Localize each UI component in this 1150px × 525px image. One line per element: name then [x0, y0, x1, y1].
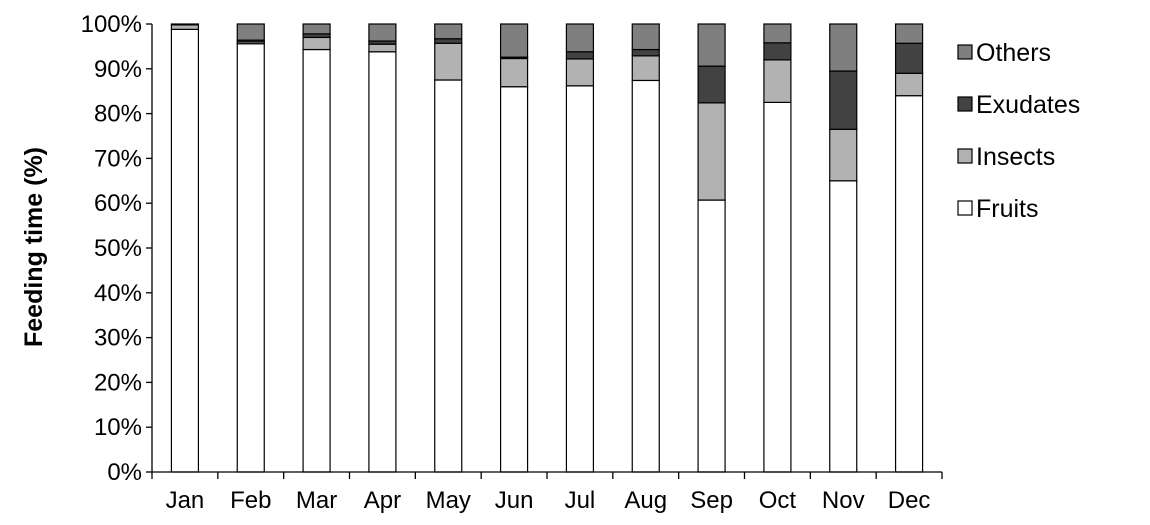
bar-insects-aug — [631, 55, 660, 82]
y-tick-label: 80% — [94, 101, 142, 128]
y-axis-ticks — [146, 23, 152, 473]
legend-swatch-fruits — [957, 200, 973, 216]
bar-exudates-aug — [631, 48, 660, 57]
bar-exudates-may — [434, 38, 463, 44]
bar-fruits-jun — [499, 86, 529, 473]
bar-others-jan — [170, 23, 200, 26]
legend-label-insects: Insects — [976, 143, 1055, 171]
y-axis-title: Feeding time (%) — [20, 147, 48, 347]
bar-others-aug — [631, 23, 660, 51]
legend: Others Exudates Insects Fruits — [957, 39, 1080, 223]
bar-insects-jan — [170, 24, 200, 30]
x-tick-label-apr: Apr — [364, 487, 401, 514]
bar-others-apr — [368, 23, 397, 42]
y-axis-tick-labels: 0% 10% 20% 30% 40% 50% 60% 70% 80% 90% 100% — [81, 11, 142, 486]
x-axis-ticks — [151, 472, 943, 479]
y-tick-label: 100% — [81, 11, 142, 38]
bar-stack-jan — [170, 23, 200, 473]
bar-stack-apr — [368, 23, 397, 473]
bar-fruits-feb — [236, 43, 265, 473]
bar-insects-oct — [763, 59, 792, 104]
bars — [170, 23, 924, 473]
x-tick-label-jun: Jun — [495, 487, 534, 514]
bar-exudates-jul — [565, 51, 595, 60]
bar-others-jun — [499, 23, 529, 58]
bar-others-dec — [894, 23, 924, 44]
bar-insects-jul — [565, 58, 595, 87]
bar-stack-mar — [302, 23, 331, 473]
bar-insects-apr — [368, 43, 397, 53]
bar-others-jul — [565, 23, 595, 53]
bar-insects-nov — [829, 128, 858, 182]
x-tick-label-jul: Jul — [565, 487, 596, 514]
x-tick-label-aug: Aug — [624, 487, 667, 514]
bar-fruits-aug — [631, 79, 660, 473]
bar-exudates-sep — [697, 65, 726, 104]
bar-stack-jul — [565, 23, 595, 473]
y-tick-label: 40% — [94, 280, 142, 307]
legend-swatch-others — [957, 44, 973, 60]
bar-stack-may — [434, 23, 463, 473]
bar-others-sep — [697, 23, 726, 67]
x-tick-label-dec: Dec — [888, 487, 931, 514]
y-tick-label: 10% — [94, 414, 142, 441]
bar-fruits-nov — [829, 180, 858, 473]
bar-stack-jun — [499, 23, 529, 473]
bar-insects-may — [434, 42, 463, 81]
bar-fruits-may — [434, 79, 463, 473]
bar-others-nov — [829, 23, 858, 72]
bar-fruits-sep — [697, 199, 726, 473]
bar-fruits-jul — [565, 85, 595, 473]
x-tick-label-mar: Mar — [296, 487, 337, 514]
legend-label-fruits: Fruits — [976, 195, 1039, 223]
x-tick-label-sep: Sep — [690, 487, 733, 514]
y-tick-label: 50% — [94, 235, 142, 262]
bar-stack-feb — [236, 23, 265, 473]
y-tick-label: 30% — [94, 325, 142, 352]
bar-fruits-apr — [368, 51, 397, 473]
bar-fruits-mar — [302, 48, 331, 473]
bar-others-oct — [763, 23, 792, 44]
x-tick-label-jan: Jan — [166, 487, 205, 514]
legend-label-exudates: Exudates — [976, 91, 1080, 119]
y-tick-label: 70% — [94, 145, 142, 172]
bar-others-may — [434, 23, 463, 40]
legend-label-others: Others — [976, 39, 1051, 67]
bar-stack-nov — [829, 23, 858, 473]
x-tick-label-nov: Nov — [822, 487, 865, 514]
bar-insects-mar — [302, 36, 331, 51]
bar-stack-dec — [894, 23, 924, 473]
bar-insects-sep — [697, 102, 726, 201]
legend-swatch-exudates — [957, 96, 973, 112]
bar-insects-jun — [499, 57, 529, 88]
x-tick-label-oct: Oct — [759, 487, 797, 514]
bar-others-mar — [302, 23, 331, 35]
x-axis-tick-labels: Jan Feb Mar Apr May Jun Jul Aug Sep Oct Nov Dec — [166, 487, 931, 514]
bar-fruits-jan — [170, 28, 200, 473]
bar-exudates-dec — [894, 42, 924, 74]
legend-swatch-insects — [957, 148, 973, 164]
bar-stack-oct — [763, 23, 792, 473]
bar-fruits-oct — [763, 101, 792, 473]
bar-stack-sep — [697, 23, 726, 473]
y-tick-label: 60% — [94, 190, 142, 217]
bar-exudates-nov — [829, 70, 858, 130]
bar-exudates-oct — [763, 42, 792, 61]
bar-others-feb — [236, 23, 265, 41]
x-tick-label-may: May — [426, 487, 471, 514]
bar-insects-dec — [894, 72, 924, 97]
bar-fruits-dec — [894, 95, 924, 473]
y-tick-label: 20% — [94, 369, 142, 396]
bar-stack-aug — [631, 23, 660, 473]
y-tick-label: 90% — [94, 56, 142, 83]
x-tick-label-feb: Feb — [230, 487, 271, 514]
y-tick-label: 0% — [107, 459, 142, 486]
